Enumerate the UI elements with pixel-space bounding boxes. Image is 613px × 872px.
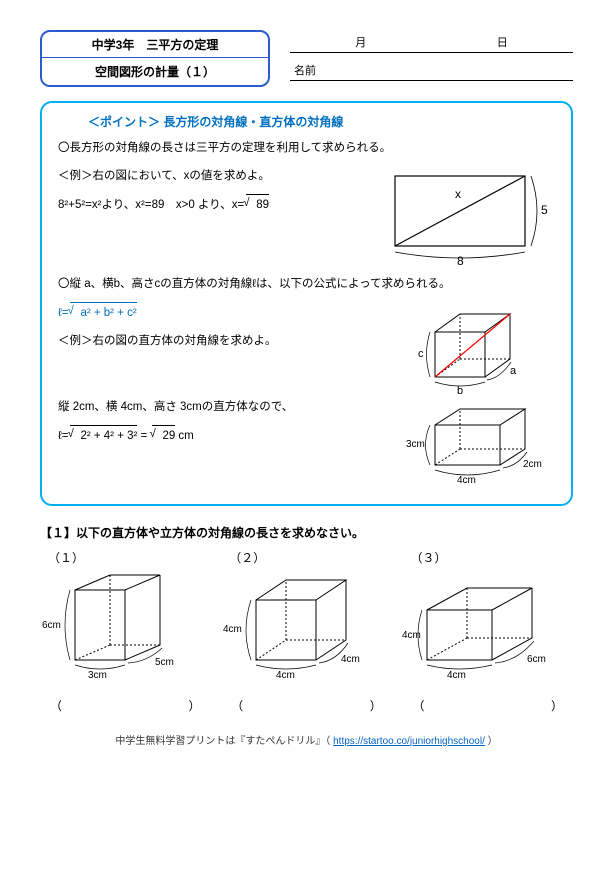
- name-label: 名前: [294, 65, 316, 77]
- day-label: 日: [497, 34, 508, 50]
- cuboid-b: b: [457, 385, 463, 397]
- point-line1: 〇長方形の対角線の長さは三平方の定理を利用して求められる。: [58, 138, 555, 160]
- question-row: （１） 5cm 3cm 6cm （ ） （２）: [40, 549, 573, 714]
- q3-h: 4cm: [402, 630, 421, 641]
- q1-w: 3cm: [88, 670, 107, 681]
- footer-after: ）: [485, 736, 498, 747]
- ex2-unit: cm: [175, 430, 194, 442]
- name-line: 名前: [290, 62, 573, 81]
- cuboid2-a: 2cm: [523, 459, 542, 470]
- point-box: ＜ポイント＞ 長方形の対角線・直方体の対角線 〇長方形の対角線の長さは三平方の定…: [40, 101, 573, 506]
- header-fields: 月 日 名前: [290, 30, 573, 87]
- title-grade: 中学3年 三平方の定理: [42, 32, 268, 58]
- q3-answer: （ ）: [402, 697, 573, 714]
- cuboid-abc-figure: a b c: [415, 302, 545, 397]
- paren-r: ）: [370, 697, 382, 714]
- q3-w: 4cm: [447, 670, 466, 681]
- month-label: 月: [355, 34, 366, 50]
- ex2-sqrt2: 29: [152, 425, 175, 448]
- point-body: 〇長方形の対角線の長さは三平方の定理を利用して求められる。 x 8 5 ＜例＞右…: [58, 138, 555, 492]
- q2-h: 4cm: [223, 624, 242, 635]
- cuboid-c: c: [418, 348, 424, 360]
- paren-l: （: [231, 697, 243, 714]
- formula-rhs: a² + b² + c²: [80, 307, 136, 319]
- cuboid2-b: 4cm: [457, 475, 476, 486]
- question-3: （３） 6cm 4cm 4cm （ ）: [402, 549, 573, 714]
- q1-answer: （ ）: [40, 697, 211, 714]
- q1-figure: 5cm 3cm 6cm: [40, 570, 210, 690]
- cuboid-a: a: [510, 365, 517, 377]
- paren-r: ）: [189, 697, 201, 714]
- formula-sqrt: a² + b² + c²: [70, 302, 136, 325]
- q2-figure: 4cm 4cm 4cm: [221, 570, 391, 690]
- ex2-sqrt1: 2² + 4² + 3²: [70, 425, 137, 448]
- question-2: （２） 4cm 4cm 4cm （ ）: [221, 549, 392, 714]
- footer: 中学生無料学習プリントは『すたぺんドリル』（ https://startoo.c…: [40, 732, 573, 747]
- q2-num: （２）: [221, 549, 392, 566]
- q1-num: （１）: [40, 549, 211, 566]
- worksheet-header: 中学3年 三平方の定理 空間図形の計量（１） 月 日 名前: [40, 30, 573, 87]
- paren-l: （: [50, 697, 62, 714]
- footer-link[interactable]: https://startoo.co/juniorhighschool/: [333, 736, 485, 747]
- question-1: （１） 5cm 3cm 6cm （ ）: [40, 549, 211, 714]
- point-heading: ＜ポイント＞ 長方形の対角線・直方体の対角線: [88, 113, 555, 130]
- q2-answer: （ ）: [221, 697, 392, 714]
- rect-w-label: 8: [457, 254, 464, 268]
- example1-sqrt: 89: [246, 194, 269, 217]
- q3-d: 6cm: [527, 654, 546, 665]
- title-box: 中学3年 三平方の定理 空間図形の計量（１）: [40, 30, 270, 87]
- q2-w: 4cm: [276, 670, 295, 681]
- cuboid2-c: 3cm: [406, 439, 425, 450]
- example1-ans: 89: [256, 199, 269, 211]
- q3-figure: 6cm 4cm 4cm: [402, 570, 582, 690]
- q1-h: 6cm: [42, 620, 61, 631]
- title-topic: 空間図形の計量（１）: [42, 58, 268, 85]
- rectangle-figure: x 8 5: [385, 166, 555, 266]
- paren-r: ）: [551, 697, 563, 714]
- ex2-rad2: 29: [162, 430, 175, 442]
- date-line: 月 日: [290, 34, 573, 53]
- q3-num: （３）: [402, 549, 573, 566]
- footer-before: 中学生無料学習プリントは『すたぺんドリル』（: [115, 736, 333, 747]
- example1-calc-text: 8²+5²=x²より、x²=89 x>0 より、x=: [58, 199, 244, 211]
- cuboid-234-figure: 2cm 4cm 3cm: [405, 397, 555, 492]
- rect-h-label: 5: [541, 203, 548, 217]
- q2-d: 4cm: [341, 654, 360, 665]
- rect-x-label: x: [455, 187, 461, 201]
- question-heading: 【１】以下の直方体や立方体の対角線の長さを求めなさい。: [40, 524, 573, 541]
- point-line2: 〇縦 a、横b、高さcの直方体の対角線ℓは、以下の公式によって求められる。: [58, 274, 555, 296]
- paren-l: （: [412, 697, 424, 714]
- q1-d: 5cm: [155, 657, 174, 668]
- ex2-rad1: 2² + 4² + 3²: [80, 430, 137, 442]
